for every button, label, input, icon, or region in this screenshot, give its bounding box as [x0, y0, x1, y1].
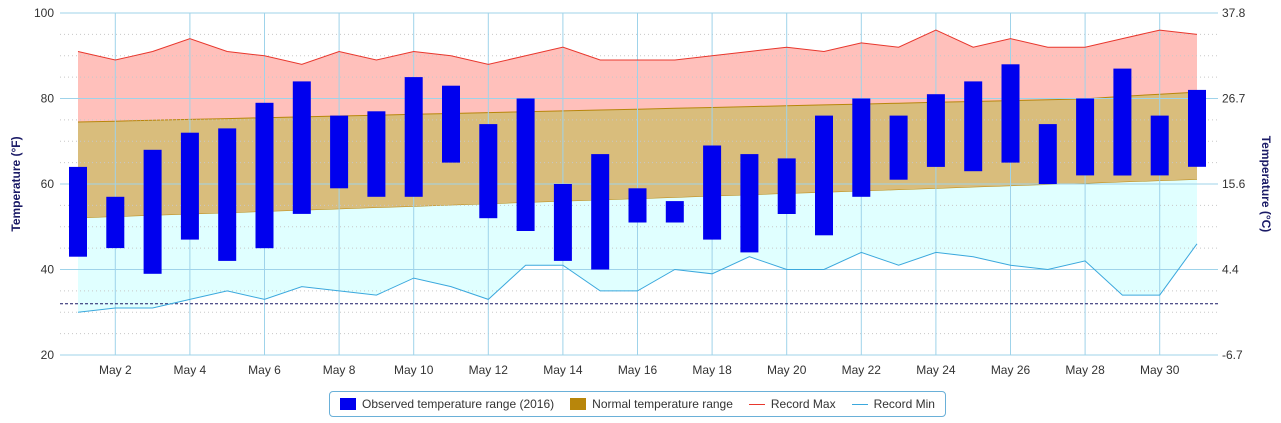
x-tick-label: May 10 — [394, 363, 434, 377]
y-axis-title-right: Temperature (°C) — [1259, 136, 1273, 233]
x-tick-label: May 28 — [1065, 363, 1105, 377]
observed-range-bar — [1001, 64, 1020, 163]
legend-item-observed[interactable]: Observed temperature range (2016) — [340, 397, 554, 411]
observed-range-bar — [69, 166, 87, 257]
y-tick-label-right: 26.7 — [1222, 92, 1246, 106]
x-tick-label: May 2 — [99, 363, 132, 377]
observed-range-bar — [777, 158, 796, 214]
x-tick-label: May 14 — [543, 363, 583, 377]
observed-range-bar — [255, 102, 274, 249]
x-tick-label: May 16 — [618, 363, 658, 377]
y-tick-label-left: 80 — [41, 92, 55, 106]
observed-range-bar — [1113, 68, 1132, 176]
y-tick-label-right: 4.4 — [1222, 263, 1239, 277]
y-tick-label-left: 60 — [41, 177, 55, 191]
observed-range-bar — [292, 81, 311, 214]
observed-range-bar — [106, 196, 125, 249]
record-min-swatch — [851, 403, 868, 405]
observed-range-bar — [1188, 89, 1206, 167]
axes-layer: May 2 May 4 May 6 May 8 May 10 May 12 May 14 Ma… — [9, 6, 1273, 377]
observed-range-bar — [665, 201, 684, 223]
observed-range-bar — [479, 124, 498, 219]
x-tick-label: May 24 — [916, 363, 956, 377]
y-tick-label-left: 20 — [41, 348, 55, 362]
observed-range-bar — [1150, 115, 1169, 176]
y-axis-title-left: Temperature (°F) — [9, 136, 23, 231]
normal-swatch — [570, 398, 587, 410]
observed-range-bar — [591, 154, 610, 270]
observed-range-bar — [218, 128, 237, 261]
x-tick-label: May 22 — [842, 363, 882, 377]
record-lines-layer — [77, 29, 1198, 313]
y-tick-label-right: 37.8 — [1222, 6, 1246, 20]
legend-item-normal[interactable]: Normal temperature range — [570, 397, 733, 411]
legend-item-record-max[interactable]: Record Max — [748, 397, 836, 411]
observed-range-bar — [926, 94, 945, 167]
x-tick-label: May 30 — [1140, 363, 1180, 377]
observed-range-bar — [740, 154, 759, 253]
observed-range-bar — [815, 115, 833, 236]
x-tick-label: May 12 — [469, 363, 509, 377]
x-tick-label: May 4 — [174, 363, 207, 377]
legend-item-record-min[interactable]: Record Min — [851, 397, 935, 411]
observed-range-bar — [330, 115, 349, 189]
record-min-line — [77, 243, 1198, 313]
observed-swatch — [340, 398, 357, 410]
observed-bars-layer — [69, 64, 1206, 274]
observed-range-bar — [628, 188, 647, 223]
y-tick-label-left: 40 — [41, 263, 55, 277]
x-tick-label: May 26 — [991, 363, 1031, 377]
observed-range-bar — [516, 98, 535, 231]
observed-range-bar — [442, 85, 460, 163]
legend-label-normal: Normal temperature range — [592, 397, 733, 411]
y-tick-label-left: 100 — [34, 6, 54, 20]
y-tick-label-right: -6.7 — [1222, 348, 1243, 362]
observed-range-bar — [889, 115, 908, 180]
observed-range-bar — [553, 184, 572, 261]
observed-range-bar — [1076, 98, 1095, 176]
legend-label-record-min: Record Min — [873, 397, 935, 411]
observed-range-bar — [852, 98, 871, 197]
chart-legend: Observed temperature range (2016) Normal… — [329, 391, 946, 417]
observed-range-bar — [404, 77, 423, 197]
temperature-chart: May 2 May 4 May 6 May 8 May 10 May 12 May 14 Ma… — [9, 6, 1273, 377]
x-tick-label: May 6 — [248, 363, 281, 377]
legend-label-observed: Observed temperature range (2016) — [362, 397, 555, 411]
x-tick-label: May 18 — [692, 363, 732, 377]
observed-range-bar — [703, 145, 722, 240]
observed-range-bar — [143, 149, 162, 274]
record-max-line — [77, 29, 1198, 65]
observed-range-bar — [180, 132, 199, 240]
observed-range-bar — [964, 81, 983, 172]
record-max-swatch — [748, 403, 765, 405]
legend-label-record-max: Record Max — [770, 397, 836, 411]
x-tick-label: May 8 — [323, 363, 356, 377]
y-tick-label-right: 15.6 — [1222, 177, 1246, 191]
observed-range-bar — [367, 111, 386, 197]
x-tick-label: May 20 — [767, 363, 807, 377]
observed-range-bar — [1038, 124, 1057, 184]
